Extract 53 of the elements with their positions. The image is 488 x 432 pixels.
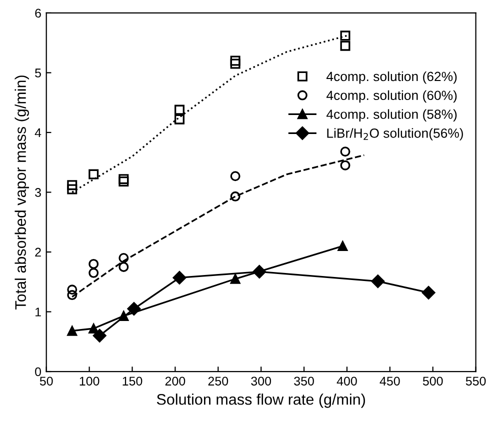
point bbox=[230, 171, 240, 182]
x-tick-label: 150 bbox=[122, 376, 142, 386]
point bbox=[67, 290, 78, 300]
y-tick-label: 2 bbox=[35, 248, 41, 257]
y-tick-label: 0 bbox=[35, 367, 42, 376]
point bbox=[174, 104, 184, 115]
x-tick-label: 200 bbox=[165, 376, 186, 386]
point bbox=[92, 328, 106, 342]
y-tick-label: 1 bbox=[36, 308, 41, 316]
legend-label: 4comp. solution (58%) bbox=[326, 109, 457, 122]
point bbox=[340, 30, 350, 41]
y-tick-label: 6 bbox=[35, 8, 41, 18]
point bbox=[174, 114, 184, 124]
x-tick-label: 450 bbox=[380, 376, 400, 386]
point bbox=[252, 264, 266, 278]
point bbox=[230, 274, 240, 284]
point bbox=[118, 262, 129, 272]
point bbox=[67, 180, 78, 190]
point bbox=[371, 274, 385, 288]
point bbox=[230, 58, 240, 69]
point bbox=[67, 284, 78, 295]
point bbox=[88, 268, 99, 278]
x-tick-label: 300 bbox=[251, 376, 272, 386]
x-tick-label: 550 bbox=[466, 376, 486, 386]
point bbox=[230, 56, 240, 66]
x-axis-title: Solution mass flow rate (g/min) bbox=[156, 394, 365, 408]
x-tick-label: 350 bbox=[294, 376, 314, 386]
point bbox=[340, 40, 350, 51]
point bbox=[88, 169, 99, 180]
point bbox=[172, 270, 186, 284]
point bbox=[340, 160, 350, 170]
x-tick-label: 400 bbox=[336, 376, 357, 386]
x-tick-label: 50 bbox=[40, 376, 53, 386]
y-axis-title: Total absorbed vapor mass (g/min) bbox=[14, 76, 29, 310]
legend-label: 4comp. solution (60%) bbox=[326, 90, 457, 103]
legend-label: 4comp. solution (62%) bbox=[326, 71, 457, 84]
point bbox=[230, 191, 240, 202]
point bbox=[67, 326, 78, 336]
y-tick-label: 5 bbox=[35, 68, 41, 78]
y-tick-label: 3 bbox=[35, 188, 41, 197]
point bbox=[338, 241, 348, 252]
x-tick-label: 500 bbox=[422, 376, 443, 386]
legend-label: LiBr/H$_{2}$O solution(56%) bbox=[327, 128, 463, 140]
point bbox=[127, 302, 141, 316]
point bbox=[88, 258, 99, 269]
point bbox=[88, 323, 99, 334]
x-tick-label: 250 bbox=[208, 376, 228, 386]
point bbox=[67, 184, 78, 194]
point bbox=[340, 146, 350, 157]
point bbox=[422, 286, 436, 300]
x-tick-label: 100 bbox=[80, 376, 100, 386]
point bbox=[118, 252, 129, 263]
y-tick-label: 4 bbox=[34, 128, 42, 138]
